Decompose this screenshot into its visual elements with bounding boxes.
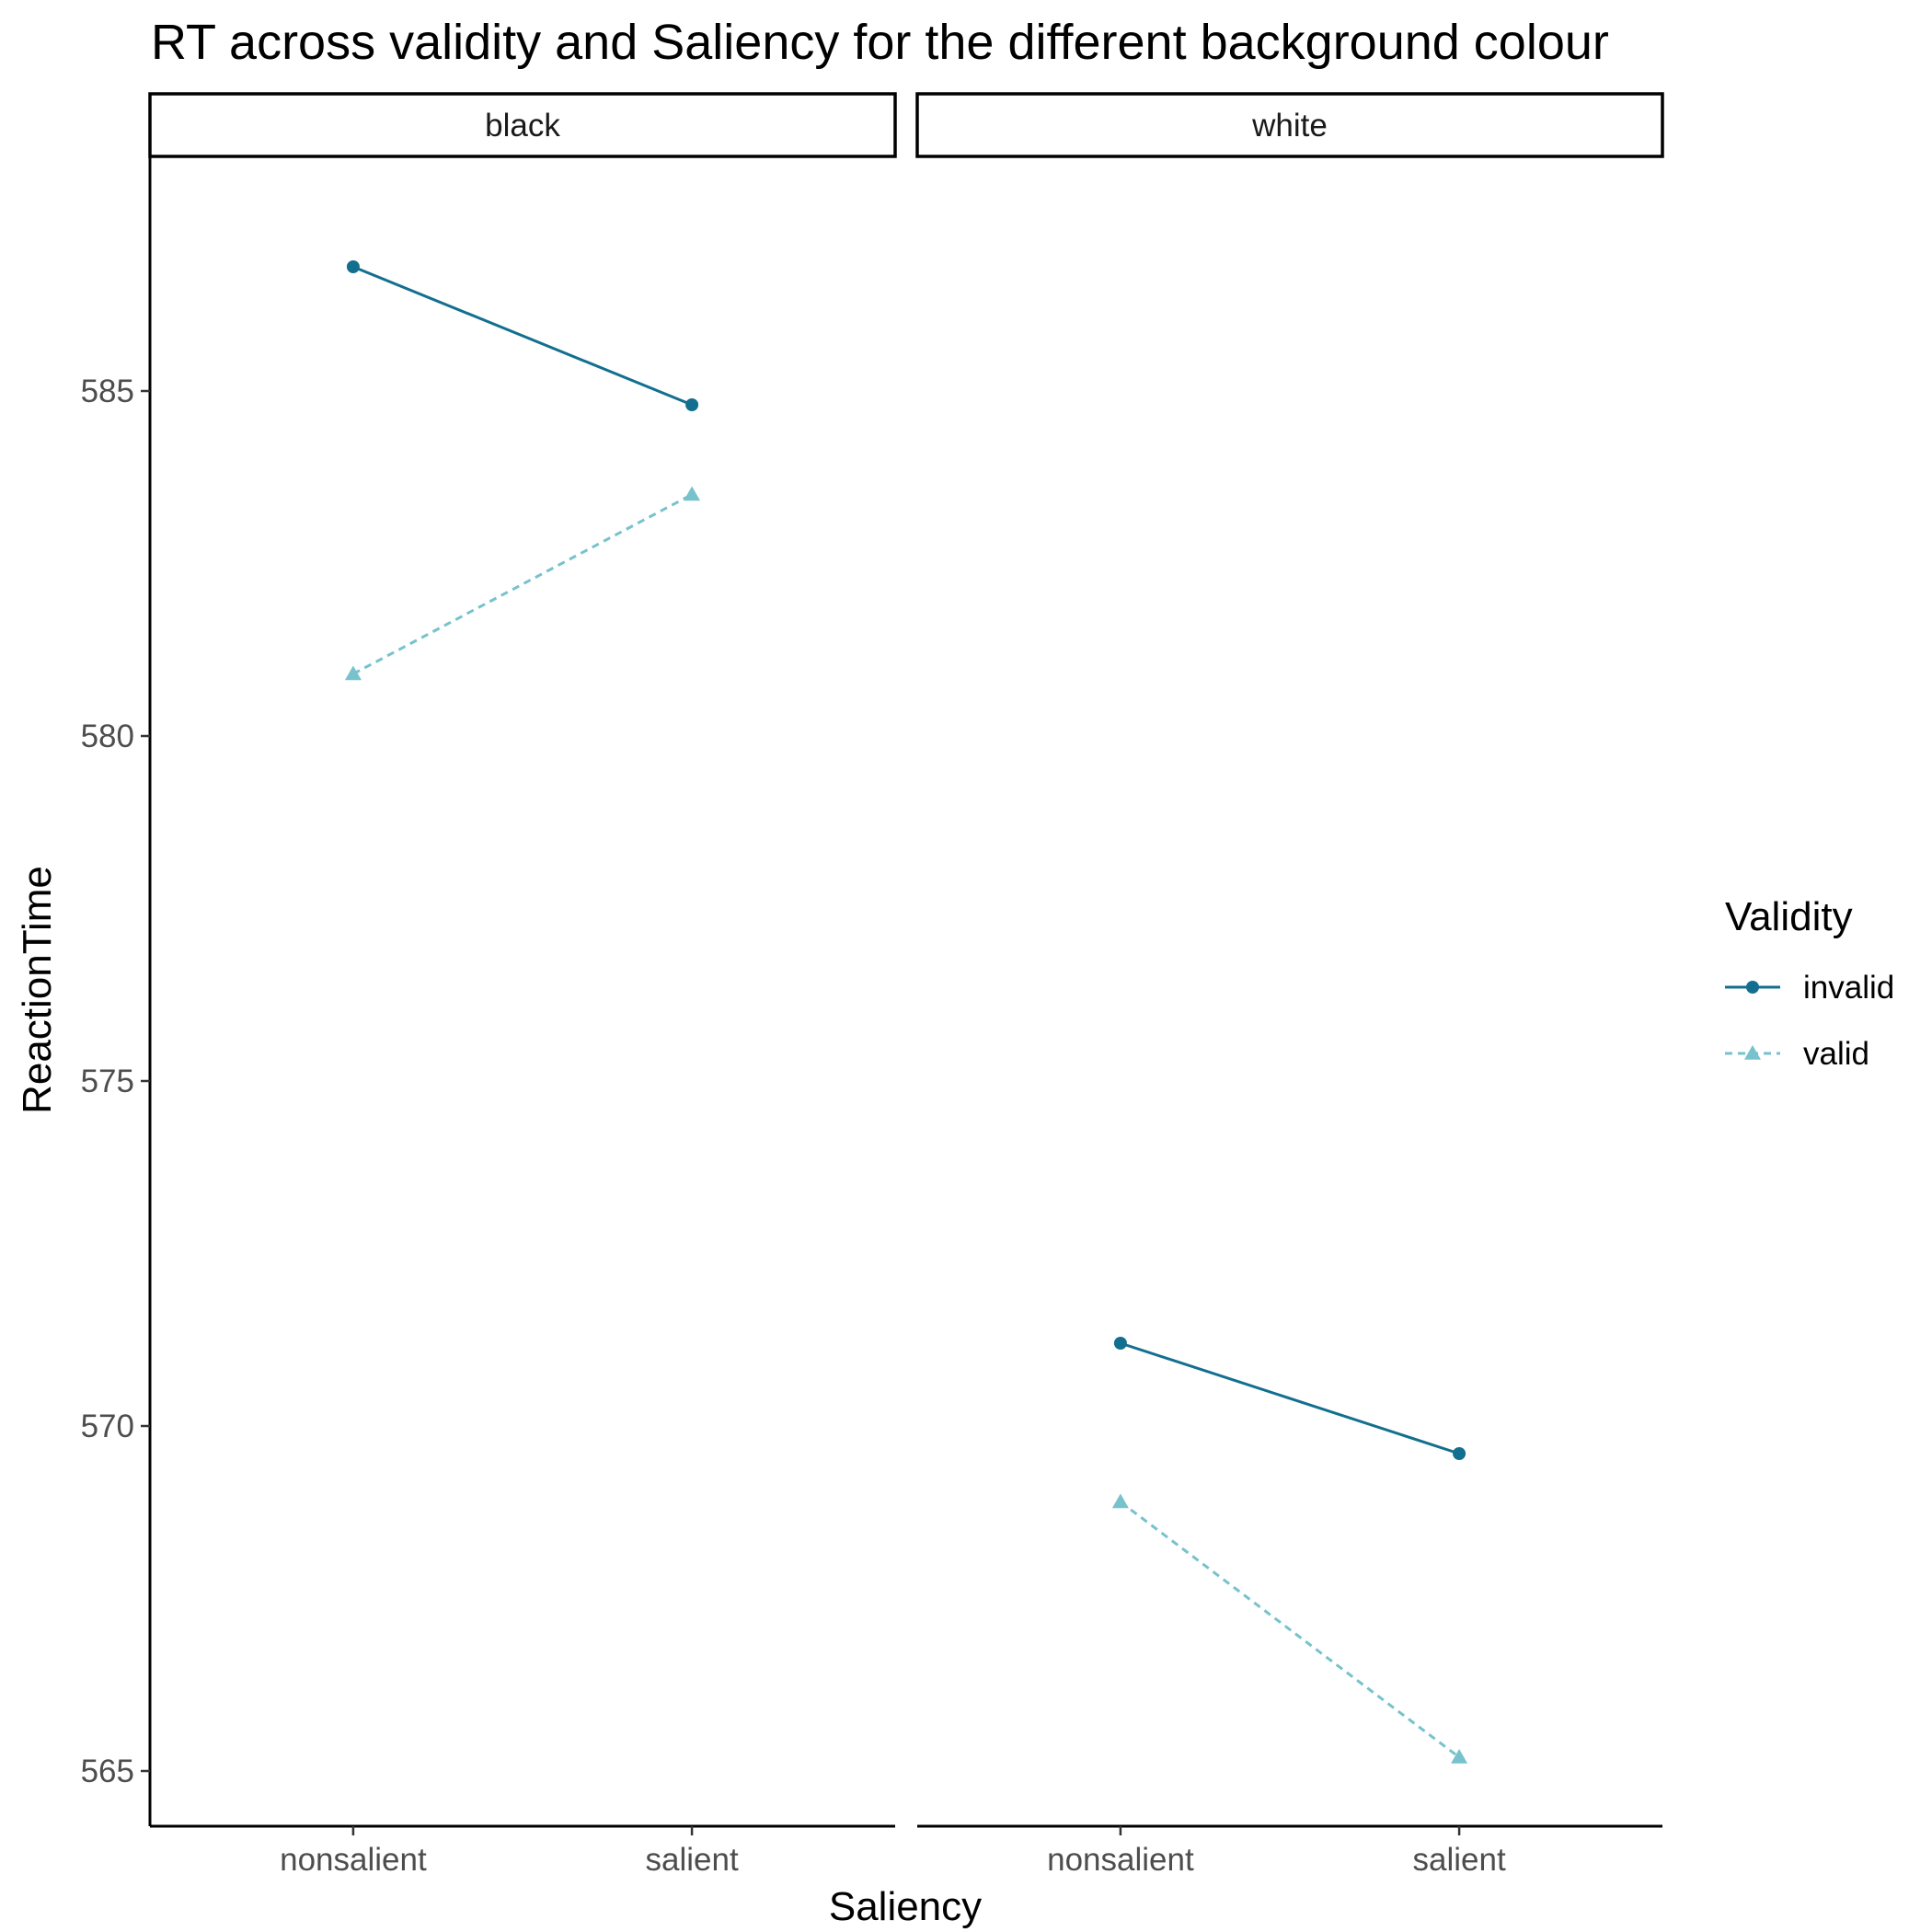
legend-key-marker: [1746, 981, 1759, 994]
data-point-valid: [684, 486, 701, 501]
facet-panel-white: white nonsalient salient: [915, 92, 1664, 1878]
x-tick-label: nonsalient: [1047, 1842, 1194, 1878]
x-tick-label: salient: [646, 1842, 739, 1878]
y-tick-label: 585: [81, 374, 134, 409]
data-point-invalid: [1453, 1447, 1466, 1460]
y-tick-label: 570: [81, 1409, 134, 1444]
series-line-invalid: [352, 265, 693, 407]
facet-strip: [148, 92, 897, 158]
data-point-invalid: [685, 398, 699, 411]
legend-entry-invalid: invalid: [1725, 970, 1894, 1006]
facet-strip: [915, 92, 1664, 158]
legend-title: Validity: [1725, 894, 1853, 939]
facet-panel-black: black 565 570 575 580 585 nonsalient salient: [81, 92, 897, 1878]
x-tick-label: salient: [1413, 1842, 1506, 1878]
y-tick-label: 580: [81, 719, 134, 754]
series-line-valid: [1120, 1501, 1460, 1759]
facet-strip-label: black: [485, 108, 560, 144]
facet-strip-label: white: [1251, 108, 1328, 144]
series-line-invalid: [1120, 1341, 1460, 1455]
data-point-valid: [344, 665, 362, 681]
data-point-valid: [1451, 1749, 1468, 1764]
legend-label: valid: [1803, 1036, 1869, 1072]
legend-label: invalid: [1803, 970, 1894, 1006]
y-tick-label: 565: [81, 1754, 134, 1789]
y-tick-label: 575: [81, 1064, 134, 1099]
data-point-valid: [1111, 1493, 1129, 1509]
series-line-valid: [352, 493, 693, 675]
y-axis-title: ReactionTime: [15, 866, 60, 1114]
legend-entry-valid: valid: [1725, 1036, 1869, 1072]
legend: Validity invalid valid: [1725, 894, 1894, 1072]
data-point-invalid: [1113, 1337, 1127, 1350]
x-axis-title: Saliency: [829, 1884, 982, 1929]
x-tick-label: nonsalient: [280, 1842, 427, 1878]
chart-title: RT across validity and Saliency for the …: [151, 15, 1609, 70]
data-point-invalid: [346, 260, 360, 273]
legend-key-marker: [1744, 1045, 1761, 1060]
